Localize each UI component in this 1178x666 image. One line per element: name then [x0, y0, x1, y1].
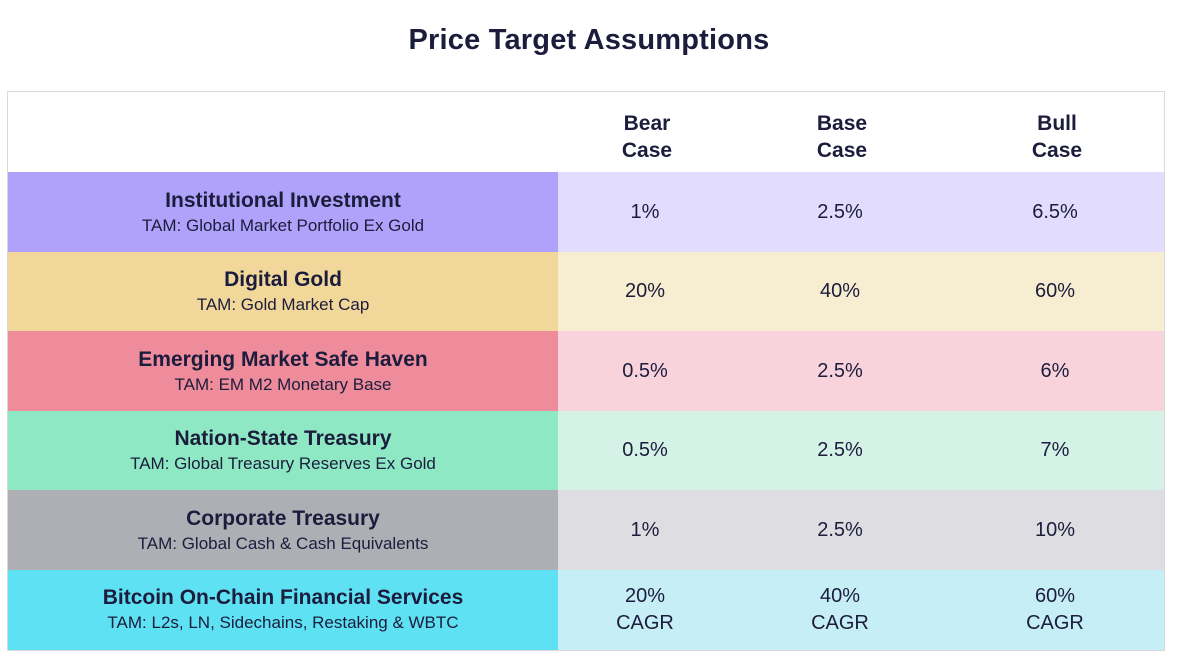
value-cell: 2.5% [742, 172, 938, 252]
value-text: 2.5% [817, 200, 863, 223]
table-row: Nation-State Treasury TAM: Global Treasur… [8, 410, 1164, 491]
row-values: 1% 2.5% 10% [558, 490, 1164, 570]
value-cell: 2.5% [742, 411, 938, 491]
table-row: Bitcoin On-Chain Financial Services TAM: … [8, 569, 1164, 650]
assumptions-table: Bear Case Base Case Bull Case Institutio… [7, 91, 1165, 651]
value-cell: 2.5% [742, 490, 938, 570]
header-line: Bear [623, 112, 671, 135]
table-header: Bear Case Base Case Bull Case [8, 92, 1164, 173]
header-bull-case: Bull Case [959, 110, 1155, 164]
value-cell: 20% CAGR [547, 570, 743, 650]
row-values: 20% 40% 60% [558, 251, 1164, 332]
value-cell: 2.5% [742, 331, 938, 411]
value-cell: 40% [742, 252, 938, 332]
table-row: Emerging Market Safe Haven TAM: EM M2 Mon… [8, 331, 1164, 411]
value-cell: 6.5% [957, 172, 1153, 252]
value-cell: 1% [547, 490, 743, 570]
row-label-cell: Institutional Investment TAM: Global Mark… [8, 172, 558, 252]
value-text: 20% [624, 280, 666, 302]
value-text: 7% [1040, 439, 1070, 461]
table-row: Corporate Treasury TAM: Global Cash & Cas… [8, 490, 1164, 570]
page-title: Price Target Assumptions [408, 24, 770, 56]
row-tam: TAM: Global Treasury Reserves Ex Gold [130, 454, 436, 473]
row-values: 0.5% 2.5% 6% [558, 331, 1164, 411]
row-values: 20% CAGR 40% CAGR 60% CAGR [558, 569, 1164, 650]
row-label-cell: Emerging Market Safe Haven TAM: EM M2 Mon… [8, 331, 558, 411]
row-values: 1% 2.5% 6.5% [558, 172, 1164, 252]
row-name: Corporate Treasury [186, 506, 380, 530]
header-bear-case: Bear Case [549, 110, 745, 164]
row-label-cell: Digital Gold TAM: Gold Market Cap [8, 251, 558, 332]
header-line: Bull [1037, 112, 1077, 135]
value-cell: 20% [547, 252, 743, 332]
table-row: Digital Gold TAM: Gold Market Cap 20% 40% 60… [8, 251, 1164, 332]
row-tam: TAM: EM M2 Monetary Base [174, 374, 392, 394]
value-text: 0.5% [622, 439, 668, 461]
row-name: Emerging Market Safe Haven [138, 347, 428, 371]
row-values: 0.5% 2.5% 7% [558, 410, 1164, 491]
header-line: Case [621, 139, 673, 162]
header-line: Case [816, 139, 868, 162]
value-text: 40% [819, 584, 861, 607]
row-label-cell: Bitcoin On-Chain Financial Services TAM: … [8, 569, 558, 650]
value-cell: 0.5% [547, 411, 743, 491]
row-label-cell: Corporate Treasury TAM: Global Cash & Cas… [8, 490, 558, 570]
table-row: Institutional Investment TAM: Global Mark… [8, 172, 1164, 252]
row-tam: TAM: Global Market Portfolio Ex Gold [141, 215, 425, 235]
value-suffix: CAGR [811, 611, 869, 634]
value-cell: 1% [547, 172, 743, 252]
row-name: Digital Gold [224, 268, 342, 291]
row-name: Bitcoin On-Chain Financial Services [102, 586, 464, 609]
value-cell: 0.5% [547, 331, 743, 411]
value-text: 6% [1040, 359, 1070, 382]
value-text: 40% [819, 280, 861, 302]
value-cell: 6% [957, 331, 1153, 411]
header-line: Case [1031, 139, 1083, 162]
value-text: 20% [624, 584, 666, 607]
value-text: 1% [630, 200, 660, 223]
row-name: Nation-State Treasury [174, 427, 392, 450]
value-text: 60% [1034, 584, 1076, 607]
value-text: 2.5% [817, 359, 863, 382]
row-name: Institutional Investment [165, 188, 401, 212]
header-line: Base [816, 112, 868, 135]
value-cell: 10% [957, 490, 1153, 570]
value-text: 2.5% [817, 439, 863, 461]
row-tam: TAM: Global Cash & Cash Equivalents [137, 533, 429, 553]
row-label-cell: Nation-State Treasury TAM: Global Treasur… [8, 410, 558, 491]
value-text: 6.5% [1032, 200, 1078, 223]
value-cell: 60% CAGR [957, 570, 1153, 650]
value-text: 0.5% [622, 359, 668, 382]
header-base-case: Base Case [744, 110, 940, 164]
row-tam: TAM: Gold Market Cap [196, 295, 370, 314]
value-text: 60% [1034, 280, 1076, 302]
value-cell: 60% [957, 252, 1153, 332]
row-tam: TAM: L2s, LN, Sidechains, Restaking & WB… [107, 613, 459, 632]
value-text: 10% [1034, 518, 1076, 541]
value-suffix: CAGR [1026, 611, 1084, 634]
value-text: 2.5% [817, 518, 863, 541]
value-cell: 7% [957, 411, 1153, 491]
value-cell: 40% CAGR [742, 570, 938, 650]
value-text: 1% [630, 518, 660, 541]
value-suffix: CAGR [616, 611, 674, 634]
